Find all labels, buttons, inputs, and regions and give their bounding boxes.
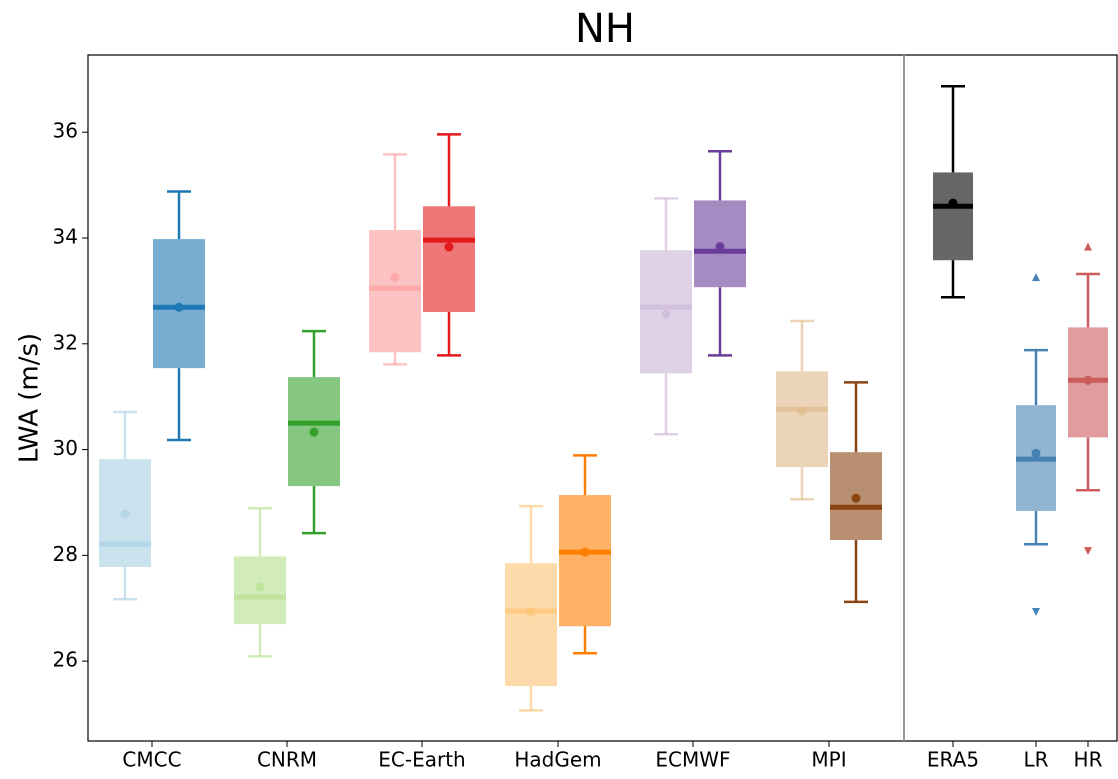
box bbox=[559, 495, 611, 627]
x-tick-label: HR bbox=[1074, 748, 1103, 772]
x-tick-label: ERA5 bbox=[927, 748, 979, 772]
box bbox=[505, 563, 557, 686]
outlier bbox=[1032, 273, 1040, 282]
outlier bbox=[1032, 607, 1040, 616]
x-tick-label: LR bbox=[1023, 748, 1048, 772]
box bbox=[369, 230, 421, 353]
mean bbox=[1031, 448, 1041, 458]
mean bbox=[715, 241, 725, 251]
box bbox=[933, 172, 973, 261]
y-tick-label: 28 bbox=[53, 542, 78, 566]
mean bbox=[948, 198, 958, 208]
mean bbox=[851, 493, 861, 503]
y-tick-label: 34 bbox=[53, 225, 78, 249]
outlier bbox=[1084, 547, 1092, 556]
mean bbox=[580, 547, 590, 557]
mean bbox=[174, 302, 184, 312]
x-tick-label: HadGem bbox=[514, 748, 601, 772]
box bbox=[423, 206, 475, 313]
x-tick-label: EC-Earth bbox=[378, 748, 465, 772]
mean bbox=[526, 607, 536, 617]
plot-frame bbox=[87, 54, 1118, 742]
mean bbox=[661, 309, 671, 319]
x-tick-label: MPI bbox=[811, 748, 846, 772]
y-axis-label: LWA (m/s) bbox=[15, 333, 45, 463]
x-tick-label: CMCC bbox=[122, 748, 181, 772]
mean bbox=[390, 272, 400, 282]
x-tick-label: CNRM bbox=[257, 748, 317, 772]
mean bbox=[120, 509, 130, 519]
y-tick-label: 32 bbox=[53, 330, 78, 354]
chart-title: NH bbox=[575, 6, 635, 52]
mean bbox=[444, 242, 454, 252]
mean bbox=[1083, 375, 1093, 385]
box bbox=[776, 371, 828, 468]
x-tick-label: ECMWF bbox=[655, 748, 730, 772]
mean bbox=[255, 582, 265, 592]
mean bbox=[309, 427, 319, 437]
outlier bbox=[1084, 242, 1092, 251]
mean bbox=[797, 406, 807, 416]
y-tick-label: 26 bbox=[53, 648, 78, 672]
y-tick-label: 36 bbox=[53, 119, 78, 143]
y-tick-label: 30 bbox=[53, 436, 78, 460]
